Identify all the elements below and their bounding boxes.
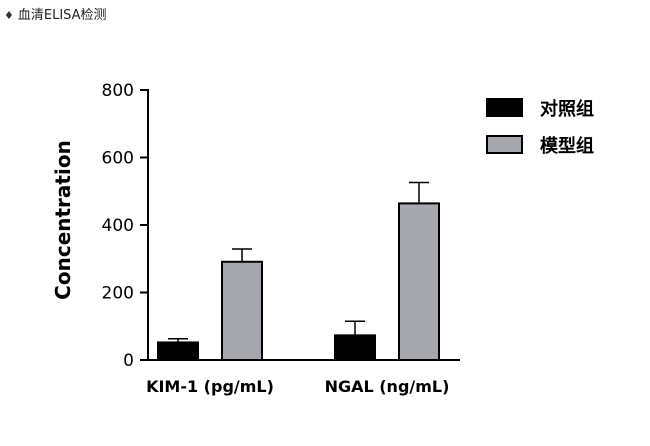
chart-axes: 0 200 400 600 800 Concentration KIM-1 (pg/mL) N… [51,81,460,396]
section-heading: ♦ 血清ELISA检测 [4,8,107,24]
legend-swatch [486,135,523,154]
section-heading-text: 血清ELISA检测 [17,8,107,23]
chart-bars [157,181,440,362]
x-tick-label: KIM-1 (pg/mL) [146,377,274,396]
y-tick-label: 800 [102,81,134,101]
y-tick-label: 600 [102,149,134,169]
bar [398,202,440,361]
y-tick-label: 400 [102,216,134,236]
y-tick-label: 0 [123,351,134,371]
x-tick-label: NGAL (ng/mL) [325,377,450,396]
bar [221,260,263,362]
legend-swatch [486,98,523,117]
bar [157,341,199,362]
bar [334,334,376,361]
diamond-bullet-icon: ♦ [4,9,14,22]
y-axis-title: Concentration [51,140,75,300]
legend-label: 对照组 [540,98,594,120]
y-tick-label: 200 [102,284,134,304]
legend-label: 模型组 [540,135,594,157]
